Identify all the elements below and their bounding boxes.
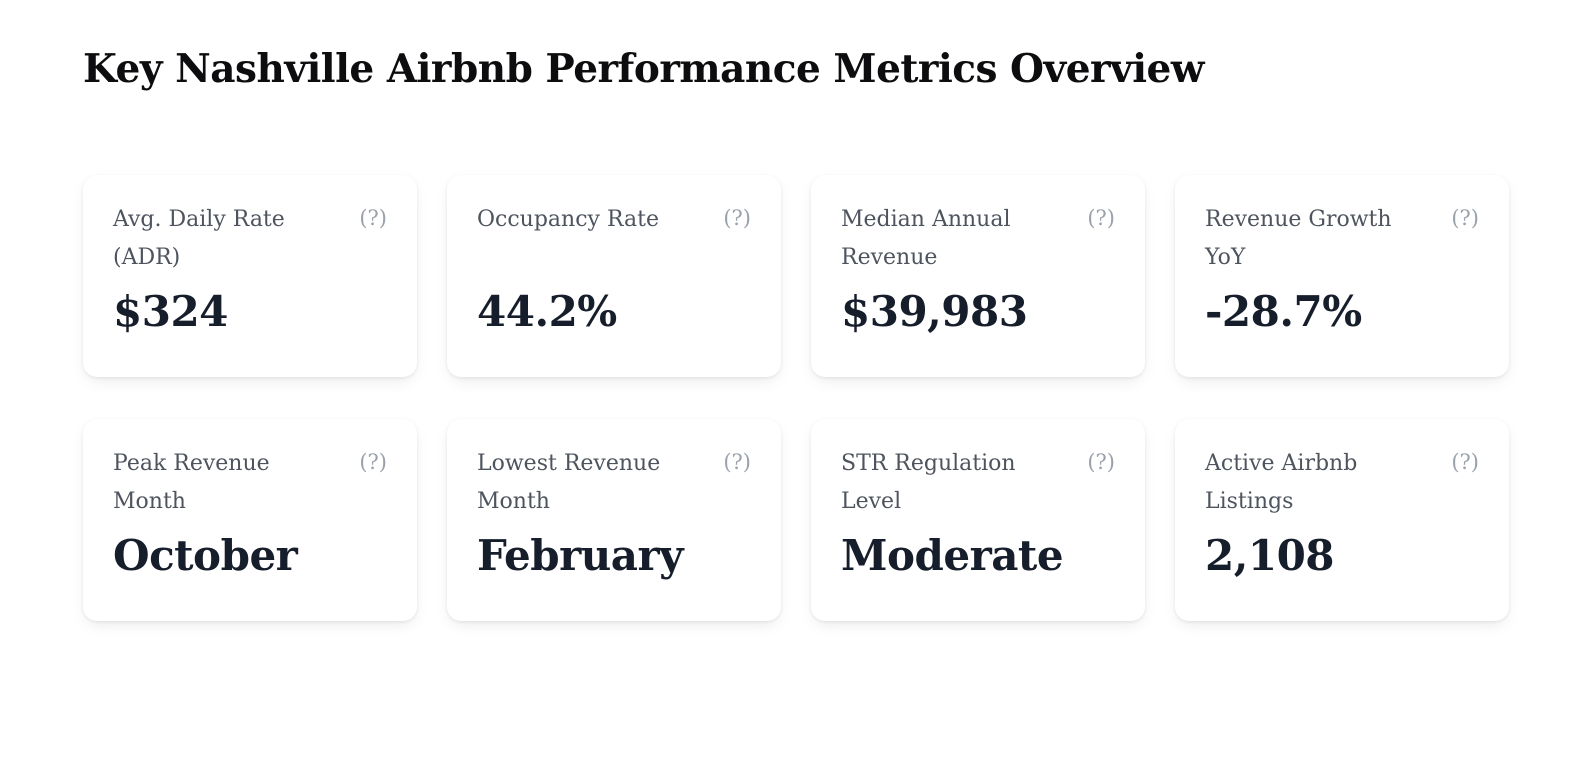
help-icon[interactable]: (?) [723, 449, 751, 474]
help-icon[interactable]: (?) [1451, 449, 1479, 474]
metric-label: Peak Revenue Month [113, 450, 270, 514]
metric-value: -28.7% [1205, 286, 1362, 336]
metric-label: Avg. Daily Rate (ADR) [113, 206, 285, 270]
metric-value: $324 [113, 286, 228, 336]
metric-card-occupancy-rate: Occupancy Rate (?) 44.2% [447, 174, 781, 377]
page-title: Key Nashville Airbnb Performance Metrics… [83, 46, 1204, 92]
metric-card-active-airbnb-listings: Active Airbnb Listings (?) 2,108 [1175, 418, 1509, 621]
metric-label: Median Annual Revenue [841, 206, 1011, 270]
metric-value: February [477, 530, 684, 580]
card-header: Occupancy Rate (?) [477, 201, 751, 279]
metric-value: Moderate [841, 530, 1064, 580]
card-header: Lowest Revenue Month (?) [477, 445, 751, 523]
metric-label: Revenue Growth YoY [1205, 206, 1392, 270]
metric-label: STR Regulation Level [841, 450, 1016, 514]
metric-label: Occupancy Rate [477, 206, 660, 232]
metric-value: October [113, 530, 298, 580]
metric-value: 44.2% [477, 286, 617, 336]
help-icon[interactable]: (?) [359, 205, 387, 230]
help-icon[interactable]: (?) [1087, 205, 1115, 230]
help-icon[interactable]: (?) [1087, 449, 1115, 474]
metrics-grid: Avg. Daily Rate (ADR) (?) $324 Occupancy… [83, 174, 1509, 621]
card-header: STR Regulation Level (?) [841, 445, 1115, 523]
help-icon[interactable]: (?) [359, 449, 387, 474]
help-icon[interactable]: (?) [1451, 205, 1479, 230]
metric-label: Active Airbnb Listings [1205, 450, 1358, 514]
card-header: Avg. Daily Rate (ADR) (?) [113, 201, 387, 279]
metric-card-adr: Avg. Daily Rate (ADR) (?) $324 [83, 174, 417, 377]
card-header: Median Annual Revenue (?) [841, 201, 1115, 279]
metric-value: $39,983 [841, 286, 1028, 336]
metric-value: 2,108 [1205, 530, 1335, 580]
help-icon[interactable]: (?) [723, 205, 751, 230]
metric-label: Lowest Revenue Month [477, 450, 661, 514]
metric-card-str-regulation-level: STR Regulation Level (?) Moderate [811, 418, 1145, 621]
metric-card-lowest-revenue-month: Lowest Revenue Month (?) February [447, 418, 781, 621]
card-header: Revenue Growth YoY (?) [1205, 201, 1479, 279]
metric-card-median-annual-revenue: Median Annual Revenue (?) $39,983 [811, 174, 1145, 377]
metric-card-peak-revenue-month: Peak Revenue Month (?) October [83, 418, 417, 621]
card-header: Peak Revenue Month (?) [113, 445, 387, 523]
card-header: Active Airbnb Listings (?) [1205, 445, 1479, 523]
metric-card-revenue-growth-yoy: Revenue Growth YoY (?) -28.7% [1175, 174, 1509, 377]
